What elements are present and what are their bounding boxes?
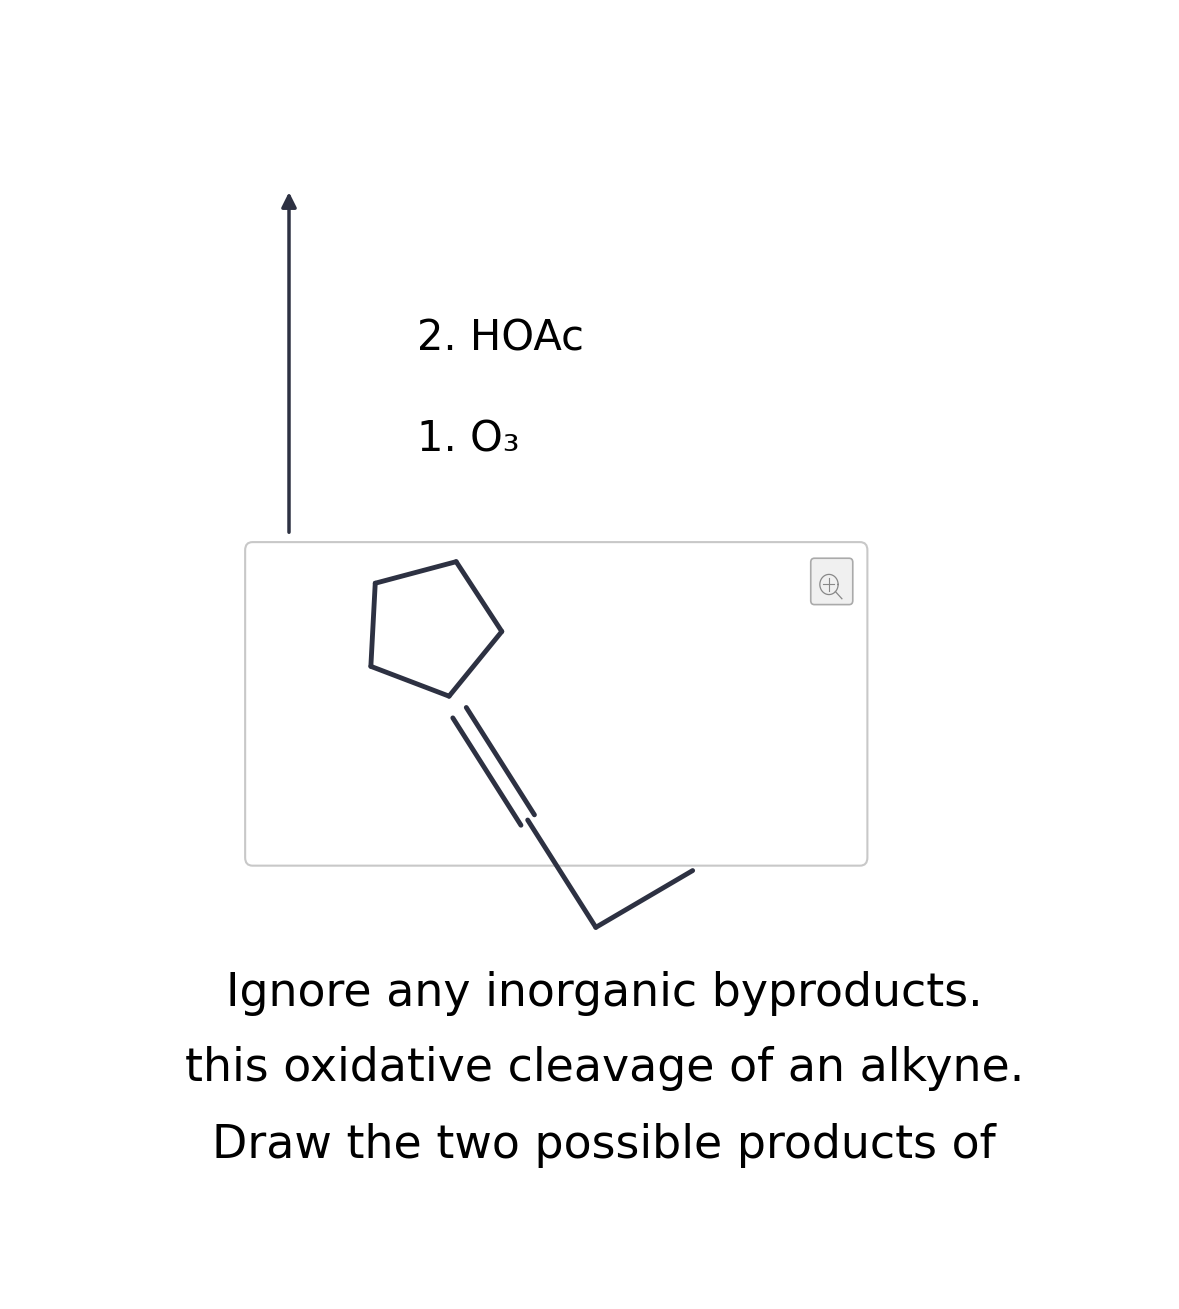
- FancyBboxPatch shape: [811, 558, 852, 605]
- Text: Draw the two possible products of: Draw the two possible products of: [212, 1123, 996, 1168]
- Text: 2. HOAc: 2. HOAc: [417, 318, 584, 360]
- FancyBboxPatch shape: [245, 542, 868, 865]
- Text: Ignore any inorganic byproducts.: Ignore any inorganic byproducts.: [226, 971, 982, 1017]
- Text: this oxidative cleavage of an alkyne.: this oxidative cleavage of an alkyne.: [185, 1046, 1023, 1092]
- Text: 1. O₃: 1. O₃: [417, 419, 520, 461]
